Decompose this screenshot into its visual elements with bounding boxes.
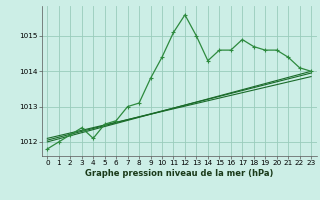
X-axis label: Graphe pression niveau de la mer (hPa): Graphe pression niveau de la mer (hPa) (85, 169, 273, 178)
